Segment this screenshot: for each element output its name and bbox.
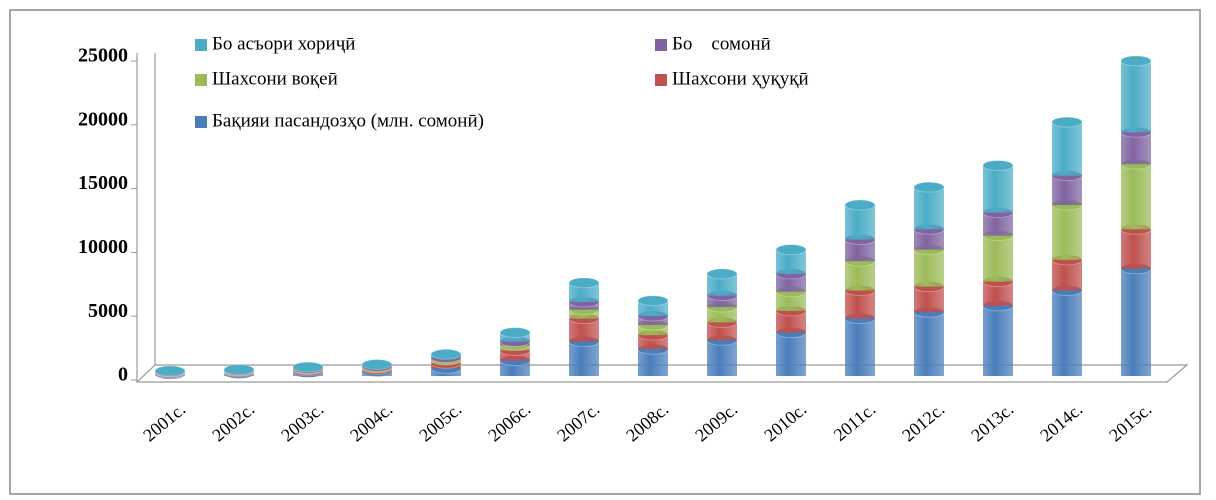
y-tick-label: 5000 bbox=[88, 300, 128, 322]
bar-segment bbox=[914, 249, 944, 287]
bar-segment bbox=[1121, 268, 1151, 376]
bar-segment bbox=[569, 318, 599, 342]
bar-segment bbox=[707, 295, 737, 308]
bar-segment bbox=[500, 350, 530, 361]
bar-segment bbox=[776, 332, 806, 376]
y-tick-label: 20000 bbox=[78, 108, 128, 130]
bar-segment bbox=[1052, 122, 1082, 176]
bar-segment bbox=[1121, 229, 1151, 269]
bar-cap bbox=[361, 359, 393, 371]
bar-cap bbox=[1051, 116, 1083, 128]
bar-segment bbox=[1121, 164, 1151, 230]
bar-segment bbox=[1052, 205, 1082, 260]
bar-segment bbox=[707, 273, 737, 296]
bar-segment bbox=[707, 340, 737, 376]
bar-segment bbox=[1121, 60, 1151, 133]
bar-segment bbox=[1052, 290, 1082, 376]
bar-segment bbox=[569, 282, 599, 302]
bar-segment bbox=[914, 229, 944, 250]
y-tick-label: 15000 bbox=[78, 172, 128, 194]
bar-cap bbox=[706, 268, 738, 280]
bar-segment bbox=[845, 205, 875, 240]
chart-frame bbox=[9, 9, 1201, 495]
bar-segment bbox=[983, 305, 1013, 376]
bar-cap bbox=[637, 295, 669, 307]
bar-cap bbox=[1120, 55, 1152, 67]
bar-cap bbox=[775, 244, 807, 256]
legend-swatch bbox=[655, 74, 667, 86]
legend-label: Бақияи пасандозҳо (млн. сомонӣ) bbox=[212, 110, 484, 131]
bar-cap bbox=[154, 365, 186, 377]
bar-segment bbox=[707, 322, 737, 341]
bar-segment bbox=[983, 165, 1013, 213]
legend-swatch bbox=[195, 116, 207, 128]
bar-segment bbox=[914, 312, 944, 376]
legend-label: Шахсони воқеӣ bbox=[212, 68, 338, 89]
bar-segment bbox=[638, 324, 668, 336]
bar-segment bbox=[845, 318, 875, 376]
bar-segment bbox=[914, 187, 944, 230]
bar-segment bbox=[776, 310, 806, 333]
bar-segment bbox=[569, 341, 599, 376]
bar-segment bbox=[776, 291, 806, 311]
y-tick-label: 10000 bbox=[78, 236, 128, 258]
legend-swatch bbox=[195, 39, 207, 51]
bar-segment bbox=[1121, 132, 1151, 165]
bar-cap bbox=[430, 348, 462, 360]
legend-swatch bbox=[195, 74, 207, 86]
legend-label: Шахсони ҳуқуқӣ bbox=[672, 68, 809, 89]
bar-cap bbox=[568, 277, 600, 289]
bar-cap bbox=[499, 327, 531, 339]
legend-label: Бо асъори хориҷӣ bbox=[212, 33, 355, 54]
bar-cap bbox=[292, 361, 324, 373]
bar-segment bbox=[983, 212, 1013, 236]
legend-swatch bbox=[655, 39, 667, 51]
bar-segment bbox=[983, 235, 1013, 282]
bar-segment bbox=[845, 239, 875, 262]
y-tick-label: 0 bbox=[118, 364, 128, 386]
bar-cap bbox=[913, 181, 945, 193]
bar-segment bbox=[776, 273, 806, 292]
legend-label: Бо сомонӣ bbox=[672, 33, 771, 54]
bar-cap bbox=[844, 199, 876, 211]
bar-cap bbox=[223, 364, 255, 376]
y-tick-label: 25000 bbox=[78, 45, 128, 67]
bar-segment bbox=[1052, 259, 1082, 291]
bar-cap bbox=[982, 159, 1014, 171]
